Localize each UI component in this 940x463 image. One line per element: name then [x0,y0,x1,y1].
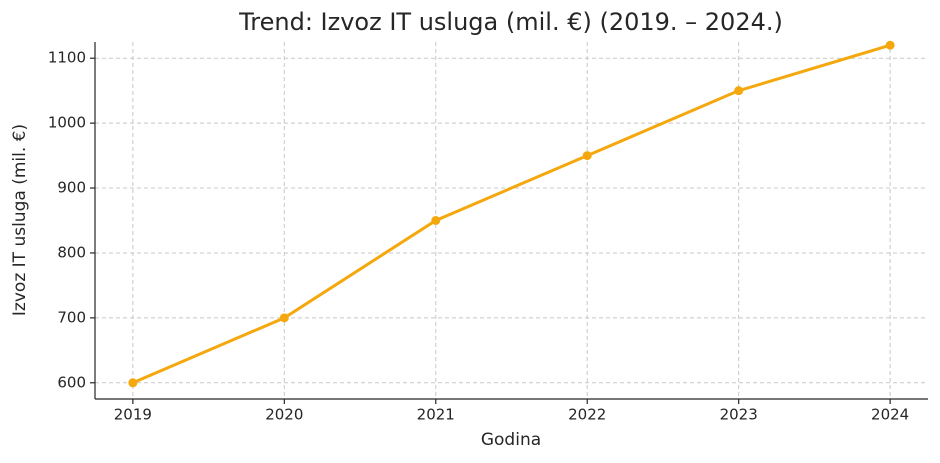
chart-title: Trend: Izvoz IT usluga (mil. €) (2019. –… [238,8,783,36]
y-tick-label: 900 [57,179,86,197]
point [582,151,592,161]
point [128,378,138,388]
y-tick-label: 600 [57,373,86,391]
y-tick-label: 1100 [48,49,86,67]
y-tick-label: 700 [57,308,86,326]
y-tick-label: 1000 [48,114,86,132]
point [279,313,289,323]
y-tick-label: 800 [57,243,86,261]
line [132,43,891,385]
x-axis-label: Godina [481,430,541,450]
x-tick-label: 2021 [417,406,455,424]
x-tick-label: 2023 [720,406,758,424]
point [734,86,744,96]
x-tick-label: 2024 [871,406,909,424]
point [885,40,895,50]
y-axis-label: Izvoz IT usluga (mil. €) [10,124,30,316]
point [431,216,441,225]
x-tick-label: 2019 [114,406,152,424]
x-tick-label: 2022 [568,406,606,424]
x-tick-label: 2020 [265,406,303,424]
